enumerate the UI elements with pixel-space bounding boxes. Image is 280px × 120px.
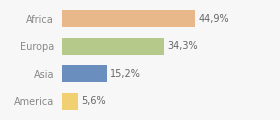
Bar [62, 93, 78, 110]
Text: 15,2%: 15,2% [110, 69, 141, 79]
Bar [62, 10, 195, 27]
Bar [62, 38, 164, 55]
Bar [62, 65, 107, 82]
Text: 34,3%: 34,3% [167, 41, 197, 51]
Text: 44,9%: 44,9% [199, 14, 229, 24]
Text: 5,6%: 5,6% [81, 96, 106, 106]
